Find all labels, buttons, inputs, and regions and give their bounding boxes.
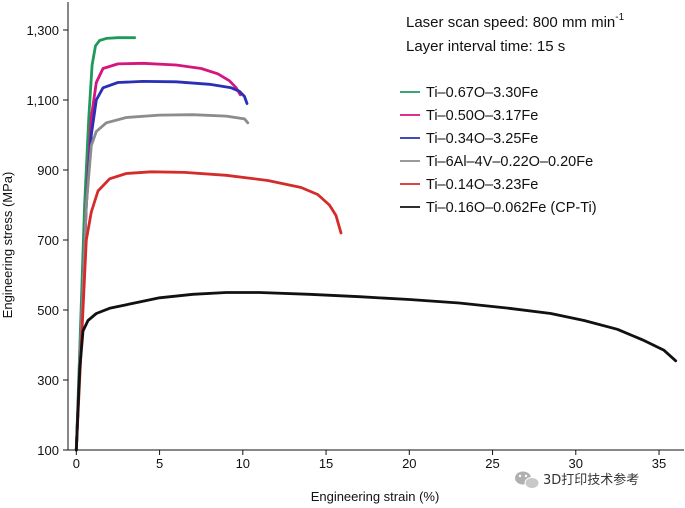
y-tick-label: 1,100	[26, 93, 59, 108]
y-axis-title: Engineering stress (MPa)	[0, 172, 15, 319]
watermark-text: 3D打印技术参考	[543, 472, 639, 488]
y-tick-label: 100	[37, 443, 59, 458]
legend-label: Ti–0.16O–0.062Fe (CP-Ti)	[426, 200, 597, 216]
annotation-scan-speed: Laser scan speed: 800 mm min-1	[406, 12, 625, 31]
legend-label: Ti–0.50O–3.17Fe	[426, 108, 538, 124]
series-line-6	[74, 291, 678, 452]
annotation-layer-interval: Layer interval time: 15 s	[406, 38, 565, 55]
y-tick-label: 1,300	[26, 23, 59, 38]
plot-lines	[74, 36, 678, 452]
series-line-5	[74, 170, 343, 452]
series-line-3	[74, 80, 249, 452]
axes	[67, 2, 684, 451]
y-tick-label: 500	[37, 303, 59, 318]
legend-label: Ti–6Al–4V–0.22O–0.20Fe	[426, 154, 593, 170]
x-axis-title: Engineering strain (%)	[311, 489, 440, 504]
series-line-4	[74, 113, 250, 452]
x-ticks: 0 5 10 15 20 25 30 35	[73, 450, 666, 471]
x-tick-label: 5	[156, 456, 163, 471]
legend-label: Ti–0.67O–3.30Fe	[426, 85, 538, 101]
watermark: 3D打印技术参考	[515, 471, 639, 489]
x-tick-label: 30	[569, 456, 583, 471]
y-ticks: 100 300 500 700 900 1,100 1,300	[26, 23, 68, 458]
x-tick-label: 0	[73, 456, 80, 471]
x-tick-label: 25	[485, 456, 499, 471]
annotation-scan-speed-text: Laser scan speed: 800 mm min	[406, 14, 615, 31]
x-tick-label: 10	[236, 456, 250, 471]
y-tick-label: 900	[37, 163, 59, 178]
annotation-scan-speed-superscript: -1	[615, 12, 624, 23]
x-tick-label: 15	[319, 456, 333, 471]
x-tick-label: 20	[402, 456, 416, 471]
legend: Ti–0.67O–3.30Fe Ti–0.50O–3.17Fe Ti–0.34O–3…	[400, 85, 597, 216]
x-tick-label: 35	[652, 456, 666, 471]
legend-label: Ti–0.34O–3.25Fe	[426, 131, 538, 147]
y-tick-label: 700	[37, 233, 59, 248]
y-tick-label: 300	[37, 373, 59, 388]
series-line-2	[74, 61, 242, 452]
wechat-icon	[515, 471, 540, 489]
legend-label: Ti–0.14O–3.23Fe	[426, 177, 538, 193]
